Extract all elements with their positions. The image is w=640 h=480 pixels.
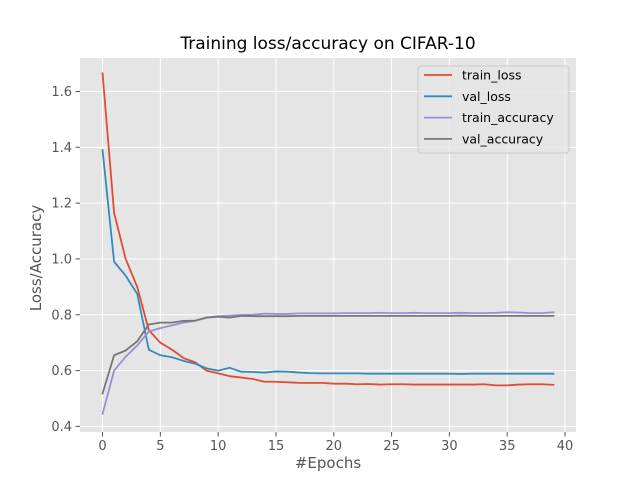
series-line-train-accuracy [101,311,555,415]
x-tick-label: 0 [98,439,106,454]
y-axis-ticks: 0.4 0.6 0.8 1.0 1.2 1.4 1.6 [51,85,80,435]
x-tick-label: 35 [499,439,516,454]
x-tick-label: 15 [268,439,285,454]
legend-box [417,65,570,154]
legend: train_loss val_loss train_accuracy val_accu… [417,65,570,154]
y-tick-label: 1.0 [51,252,72,267]
y-tick-label: 0.6 [51,364,72,379]
y-tick-label: 1.2 [51,197,72,212]
legend-label-train-accuracy: train_accuracy [462,110,554,125]
y-tick-label: 0.8 [51,308,72,323]
y-tick-label: 0.4 [51,420,72,435]
x-tick-label: 5 [156,439,164,454]
series-line-val-accuracy [101,314,555,395]
x-axis-label: #Epochs [295,454,361,472]
series-lines [101,72,555,415]
x-tick-label: 10 [210,439,227,454]
y-tick-label: 1.4 [51,141,72,156]
chart-title: Training loss/accuracy on CIFAR-10 [179,34,475,54]
x-tick-label: 25 [383,439,400,454]
legend-label-train-loss: train_loss [462,68,522,83]
y-tick-label: 1.6 [51,85,72,100]
x-tick-label: 20 [326,439,343,454]
x-tick-label: 30 [441,439,458,454]
series-line-val-loss [101,149,555,375]
y-axis-label: Loss/Accuracy [27,205,45,312]
legend-label-val-loss: val_loss [462,89,511,104]
series-line-train-loss [101,72,555,387]
x-tick-label: 40 [557,439,574,454]
legend-label-val-accuracy: val_accuracy [462,131,544,146]
x-axis-ticks: 0 5 10 15 20 25 30 35 40 [98,432,573,454]
